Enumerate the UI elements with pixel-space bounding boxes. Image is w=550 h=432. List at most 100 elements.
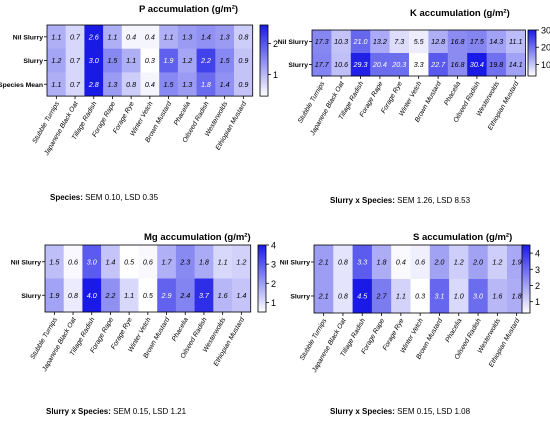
p-colorbar <box>259 24 269 97</box>
mg-cell <box>119 278 139 313</box>
mg-cell <box>232 278 252 313</box>
p-data-label: 0.8 <box>126 80 136 89</box>
k-data-label: 21.0 <box>353 37 368 46</box>
p-cell <box>84 48 104 73</box>
s-data-label: 2.7 <box>376 292 388 301</box>
footnote-mg-value: SEM 0.15, LSD 1.21 <box>110 407 187 416</box>
mg-cell <box>63 278 83 313</box>
p-cell <box>159 72 179 97</box>
s-data-label: 2.0 <box>433 258 444 267</box>
mg-cell <box>45 245 65 279</box>
s-data-label: 0.6 <box>415 258 425 267</box>
k-data-label: 11.1 <box>509 37 522 46</box>
s-cell <box>333 245 353 280</box>
footnote-p: Species: SEM 0.10, LSD 0.35 <box>50 193 158 202</box>
k-data-label: 16.8 <box>451 37 465 46</box>
p-data-label: 0.3 <box>145 56 155 65</box>
k-data-label: 20.3 <box>391 60 406 69</box>
k-cell <box>467 30 487 54</box>
s-cell <box>449 279 469 314</box>
s-row-label: Slurry <box>290 294 310 301</box>
s-data-label: 3.3 <box>357 258 367 267</box>
mg-cell <box>82 245 102 279</box>
k-cell <box>312 30 332 54</box>
k-data-label: 3.3 <box>414 60 424 69</box>
mg-data-label: 3.0 <box>87 257 97 266</box>
mg-data-label: 0.6 <box>143 257 153 266</box>
s-cell <box>352 279 373 314</box>
p-data-label: 1.3 <box>107 80 117 89</box>
p-cell <box>65 72 85 97</box>
k-cell <box>350 53 371 77</box>
k-data-label: 22.7 <box>430 60 446 69</box>
k-data-label: 16.8 <box>451 60 465 69</box>
k-colorbar-tick-label: 30 <box>541 26 550 36</box>
s-cell <box>352 245 373 280</box>
k-cell <box>506 53 526 77</box>
mg-cell <box>213 245 233 279</box>
s-data-label: 1.8 <box>512 292 522 301</box>
p-cell <box>196 48 216 73</box>
p-category-label: Japanese Black Oat <box>43 100 81 158</box>
p-colorbar-tick-label: 1 <box>273 70 278 80</box>
mg-cell <box>82 278 102 313</box>
p-cell <box>159 48 179 73</box>
mg-data-label: 0.8 <box>68 291 78 300</box>
mg-cell <box>157 278 177 313</box>
footnote-s-value: SEM 0.15, LSD 1.08 <box>394 407 471 416</box>
k-colorbar-tick-label: 20 <box>541 43 550 53</box>
p-cell <box>215 25 235 50</box>
p-cell <box>121 72 141 97</box>
s-colorbar-tick-label: 1 <box>535 297 540 307</box>
p-data-label: 1.5 <box>107 56 118 65</box>
k-data-label: 5.5 <box>414 37 425 46</box>
p-data-label: 0.4 <box>126 32 136 41</box>
mg-colorbar <box>257 244 267 313</box>
mg-data-label: 3.7 <box>199 291 210 300</box>
k-data-label: 14.3 <box>489 37 503 46</box>
footnote-k-value: SEM 1.26, LSD 8.53 <box>394 196 471 205</box>
s-cell <box>429 245 450 280</box>
mg-cell <box>138 245 158 279</box>
mg-data-label: 0.6 <box>68 257 78 266</box>
k-cell <box>312 53 332 77</box>
k-cell <box>486 53 507 77</box>
mg-cell <box>175 245 195 279</box>
s-cell <box>429 279 450 314</box>
s-colorbar-tick-label: 4 <box>535 249 540 259</box>
footnote-s: Slurry x Species: SEM 0.15, LSD 1.08 <box>330 407 470 416</box>
mg-cell <box>194 278 214 313</box>
s-data-label: 1.1 <box>396 292 406 301</box>
k-cell <box>486 30 507 54</box>
p-data-label: 1.4 <box>220 80 230 89</box>
mg-data-label: 2.9 <box>161 291 172 300</box>
p-cell <box>215 72 235 97</box>
mg-data-label: 1.7 <box>162 257 173 266</box>
footnote-mg: Slurry x Species: SEM 0.15, LSD 1.21 <box>46 407 186 416</box>
k-cell <box>389 30 410 54</box>
k-data-label: 12.8 <box>431 37 445 46</box>
mg-row-label: Nil Slurry <box>11 259 41 266</box>
mg-data-label: 1.8 <box>199 257 209 266</box>
footnote-mg-label: Slurry x Species: <box>46 407 111 416</box>
mg-data-label: 2.3 <box>179 257 190 266</box>
k-data-label: 17.5 <box>470 37 485 46</box>
p-data-label: 0.7 <box>70 32 81 41</box>
p-data-label: 1.4 <box>201 32 211 41</box>
p-cell <box>140 48 160 73</box>
mg-data-label: 1.6 <box>218 291 228 300</box>
s-cell <box>333 279 353 314</box>
mg-cell <box>232 245 252 279</box>
p-data-label: 1.1 <box>107 32 117 41</box>
mg-category-label: Japanese Black Oat <box>41 316 79 374</box>
k-data-label: 7.3 <box>394 37 404 46</box>
mg-cell <box>138 278 158 313</box>
s-cell <box>449 245 469 280</box>
p-cell <box>177 48 197 73</box>
mg-category-label: Phacelia <box>171 316 190 342</box>
s-data-label: 0.8 <box>338 292 348 301</box>
p-cell <box>121 25 141 50</box>
k-data-label: 14.1 <box>509 60 523 69</box>
s-cell <box>314 245 334 280</box>
